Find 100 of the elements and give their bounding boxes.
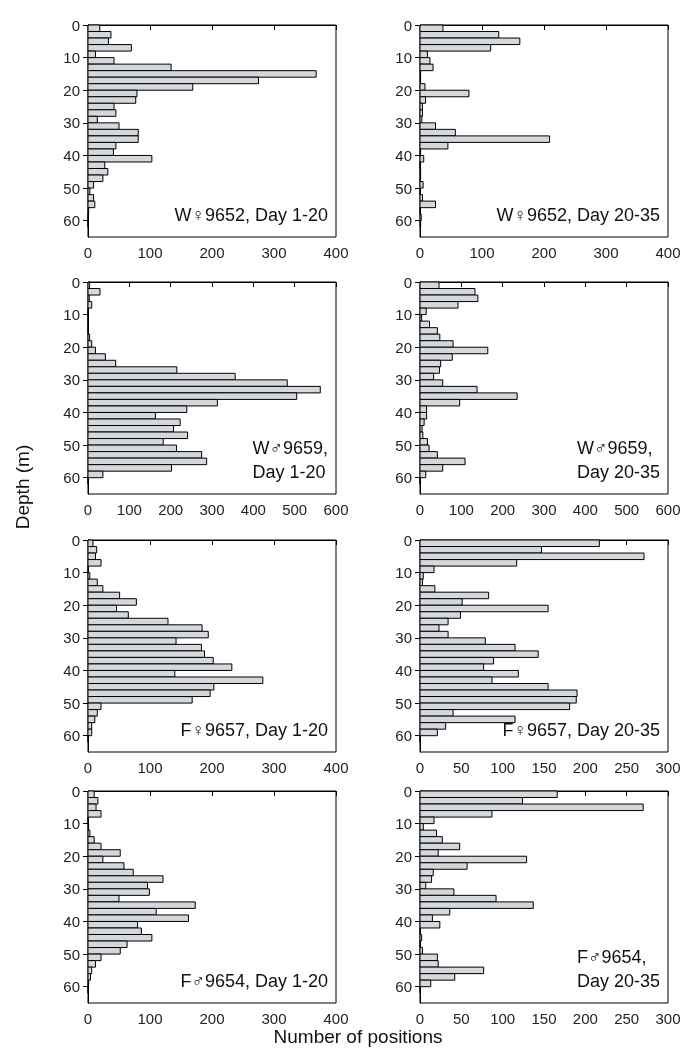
- y-tick-label: 50: [395, 945, 412, 963]
- y-tick-label: 30: [395, 371, 412, 389]
- y-tick-label: 30: [63, 880, 80, 898]
- annotation: F♂9654, Day 1-20: [180, 971, 328, 991]
- y-tick-label: 20: [395, 596, 412, 614]
- y-tick-label: 0: [71, 782, 80, 800]
- x-tick-label: 200: [158, 501, 184, 518]
- y-tick-label: 0: [403, 782, 412, 800]
- y-tick-label: 60: [63, 978, 80, 996]
- y-axis-title: Depth (m): [12, 443, 34, 532]
- y-tick-label: 40: [395, 146, 412, 164]
- y-tick-label: 30: [395, 114, 412, 132]
- annotation: W♀9652, Day 1-20: [174, 205, 329, 225]
- x-tick-label: 200: [199, 759, 225, 776]
- y-tick-label: 10: [63, 306, 80, 324]
- y-tick-label: 60: [395, 727, 412, 745]
- y-tick-label: 60: [63, 727, 80, 745]
- x-tick-label: 50: [452, 1010, 470, 1027]
- x-tick-label: 100: [137, 244, 163, 261]
- x-tick-label: 200: [490, 501, 516, 518]
- y-tick-label: 10: [63, 564, 80, 582]
- annotation: W♂9659, Day 1-20: [252, 438, 329, 482]
- x-tick-label: 250: [614, 759, 640, 776]
- y-tick-label: 50: [395, 179, 412, 197]
- x-tick-label: 400: [240, 501, 266, 518]
- y-tick-label: 10: [63, 815, 80, 833]
- x-tick-label: 0: [415, 244, 425, 261]
- annotation: F♀9657, Day 1-20: [180, 720, 328, 740]
- x-tick-label: 0: [83, 501, 93, 518]
- y-tick-label: 10: [395, 49, 412, 67]
- x-tick-label: 0: [83, 244, 93, 261]
- y-tick-label: 30: [63, 629, 80, 647]
- x-tick-label: 0: [415, 759, 425, 776]
- y-tick-label: 10: [395, 815, 412, 833]
- x-tick-label: 200: [199, 244, 225, 261]
- y-tick-label: 20: [395, 81, 412, 99]
- x-tick-label: 0: [415, 501, 425, 518]
- y-tick-label: 40: [395, 912, 412, 930]
- y-tick-label: 30: [395, 880, 412, 898]
- annotation: F♀9657, Day 20-35: [502, 720, 661, 740]
- y-tick-label: 50: [395, 694, 412, 712]
- y-tick-label: 10: [63, 49, 80, 67]
- x-tick-label: 300: [655, 759, 681, 776]
- x-tick-label: 0: [415, 1010, 425, 1027]
- y-tick-label: 0: [71, 531, 80, 549]
- y-tick-label: 60: [395, 978, 412, 996]
- x-tick-label: 200: [572, 759, 598, 776]
- x-tick-label: 100: [448, 501, 474, 518]
- x-tick-label: 300: [655, 1010, 681, 1027]
- y-tick-label: 40: [395, 661, 412, 679]
- y-tick-label: 60: [395, 212, 412, 230]
- y-tick-label: 30: [395, 629, 412, 647]
- y-tick-label: 60: [395, 469, 412, 487]
- y-tick-label: 0: [71, 273, 80, 291]
- x-tick-label: 300: [531, 501, 557, 518]
- y-tick-label: 40: [63, 912, 80, 930]
- y-tick-label: 50: [63, 945, 80, 963]
- x-tick-label: 500: [282, 501, 308, 518]
- y-tick-label: 0: [403, 16, 412, 34]
- x-tick-label: 300: [261, 244, 287, 261]
- x-axis-title: Number of positions: [272, 1026, 444, 1048]
- y-tick-label: 20: [63, 81, 80, 99]
- y-tick-label: 40: [63, 403, 80, 421]
- annotation: W♂9659, Day 20-35: [576, 438, 661, 482]
- x-tick-label: 500: [614, 501, 640, 518]
- x-tick-label: 400: [655, 244, 681, 261]
- y-tick-label: 30: [63, 114, 80, 132]
- x-tick-label: 400: [323, 244, 349, 261]
- y-tick-label: 20: [63, 596, 80, 614]
- x-tick-label: 150: [531, 1010, 557, 1027]
- x-tick-label: 300: [593, 244, 619, 261]
- annotation: F♂9654, Day 20-35: [576, 947, 661, 991]
- x-tick-label: 150: [531, 759, 557, 776]
- y-tick-label: 50: [395, 436, 412, 454]
- y-tick-label: 60: [63, 469, 80, 487]
- x-tick-label: 200: [531, 244, 557, 261]
- annotation: W♀9652, Day 20-35: [496, 205, 661, 225]
- x-tick-label: 400: [323, 759, 349, 776]
- x-tick-label: 0: [83, 759, 93, 776]
- x-tick-label: 300: [261, 1010, 287, 1027]
- x-tick-label: 250: [614, 1010, 640, 1027]
- y-tick-label: 40: [63, 661, 80, 679]
- x-tick-label: 0: [83, 1010, 93, 1027]
- y-tick-label: 0: [71, 16, 80, 34]
- x-tick-label: 600: [323, 501, 349, 518]
- x-tick-label: 400: [323, 1010, 349, 1027]
- x-tick-label: 200: [199, 1010, 225, 1027]
- y-tick-label: 20: [395, 338, 412, 356]
- y-tick-label: 0: [403, 531, 412, 549]
- x-tick-label: 100: [490, 1010, 516, 1027]
- y-tick-label: 10: [395, 564, 412, 582]
- x-tick-label: 100: [469, 244, 495, 261]
- y-tick-label: 50: [63, 436, 80, 454]
- y-tick-label: 20: [63, 847, 80, 865]
- x-tick-label: 100: [137, 1010, 163, 1027]
- x-tick-label: 200: [572, 1010, 598, 1027]
- y-tick-label: 20: [63, 338, 80, 356]
- y-tick-label: 60: [63, 212, 80, 230]
- x-tick-label: 100: [137, 759, 163, 776]
- y-tick-label: 50: [63, 694, 80, 712]
